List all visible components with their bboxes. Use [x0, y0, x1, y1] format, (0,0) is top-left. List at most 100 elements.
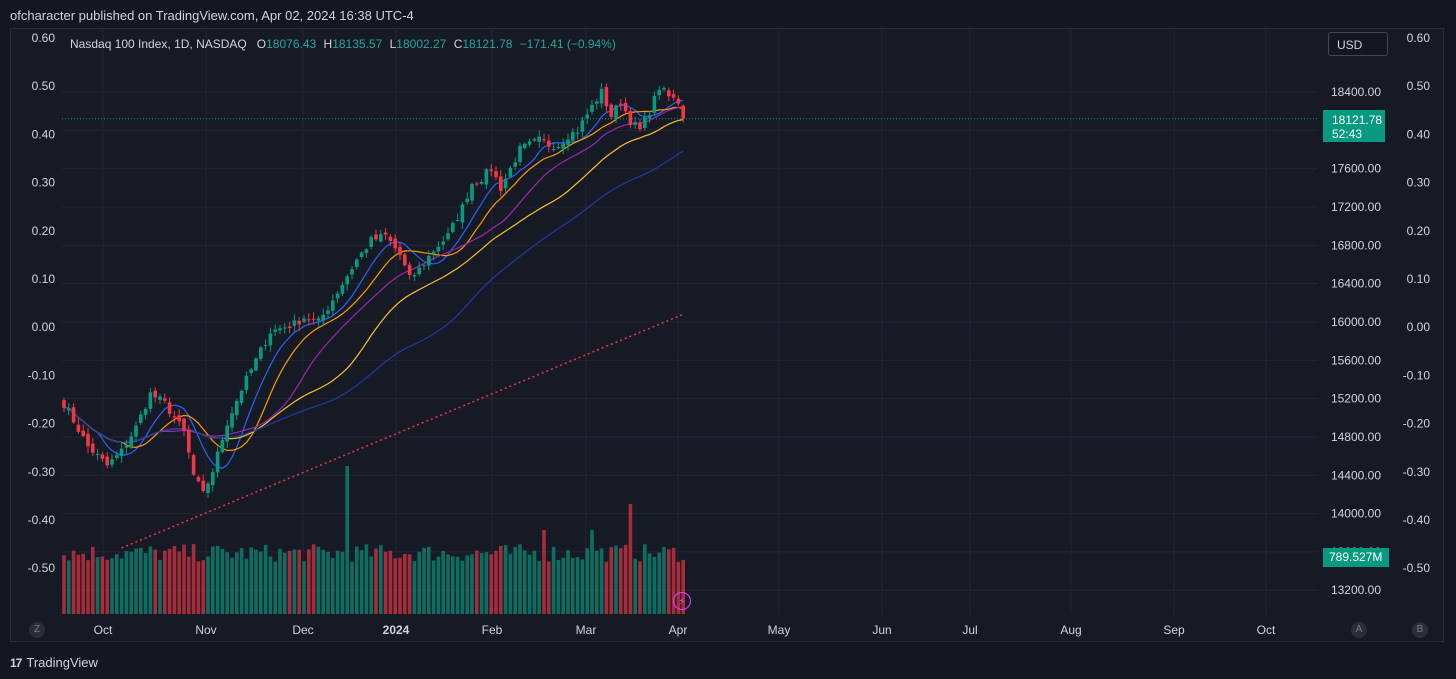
osc-tick-right: 0.60: [1407, 31, 1431, 45]
candle-body: [638, 122, 642, 130]
volume-bar: [211, 546, 215, 614]
volume-bar: [532, 550, 537, 614]
candle-body: [422, 265, 426, 267]
candle-body: [115, 454, 119, 459]
volume-bar: [191, 544, 196, 614]
osc-tick-left: 0.10: [32, 272, 56, 286]
legend-close-label: C: [453, 37, 463, 51]
price-tick: 17200.00: [1331, 200, 1381, 214]
price-tick: 15600.00: [1331, 353, 1381, 367]
volume-bar: [302, 561, 306, 614]
volume-bar: [417, 551, 421, 614]
last-price-tag: 18121.78 52:43: [1323, 110, 1385, 142]
volume-bar: [436, 556, 441, 614]
volume-bar: [422, 547, 426, 614]
legend-low: 18002.27: [396, 37, 447, 51]
volume-bar: [239, 548, 244, 614]
legend-close: 18121.78: [462, 37, 513, 51]
volume-bar: [91, 546, 95, 614]
candle-body: [441, 241, 445, 245]
volume-bar: [537, 561, 541, 614]
currency-button[interactable]: USD: [1328, 32, 1388, 56]
price-tick: 16000.00: [1331, 315, 1381, 329]
volume-bar: [403, 553, 407, 614]
candle-body: [350, 269, 354, 275]
zoom-reset-button[interactable]: Z: [29, 622, 45, 638]
volume-bar: [412, 561, 417, 614]
volume-bar: [359, 550, 364, 614]
volume-bar: [139, 547, 143, 614]
log-scale-button[interactable]: B: [1412, 622, 1428, 638]
candle-body: [331, 300, 335, 311]
osc-tick-left: 0.50: [32, 79, 56, 93]
price-tick: 16800.00: [1331, 238, 1381, 252]
volume-bar: [340, 551, 345, 614]
volume-bar: [235, 552, 239, 614]
volume-bar: [331, 558, 335, 614]
volume-bar: [585, 548, 589, 614]
candle-body: [297, 320, 301, 325]
candle-body: [451, 222, 455, 232]
volume-bar: [153, 549, 157, 614]
candle-body: [283, 327, 287, 329]
candle-body: [551, 148, 556, 150]
osc-tick-right: 0.00: [1407, 320, 1431, 334]
candle-body: [542, 139, 546, 141]
publish-info: ofcharacter published on TradingView.com…: [10, 8, 414, 23]
tradingview-logo[interactable]: 17 TradingView: [10, 655, 98, 670]
volume-bar: [484, 552, 489, 614]
volume-bar: [350, 561, 354, 614]
volume-bar: [369, 556, 373, 614]
candle-body: [556, 146, 561, 149]
time-tick: Sep: [1163, 623, 1185, 637]
osc-tick-right: -0.10: [1403, 368, 1431, 382]
legend-open-label: O: [256, 37, 267, 51]
candle-body: [460, 204, 465, 223]
osc-tick-right: 0.10: [1407, 272, 1431, 286]
osc-tick-right: 0.50: [1407, 79, 1431, 93]
candle-body: [307, 319, 311, 321]
volume-bar: [431, 560, 436, 614]
lightning-icon[interactable]: ⚡: [673, 592, 691, 610]
volume-bar: [76, 554, 81, 614]
volume-bar: [547, 561, 551, 614]
candle-body: [201, 480, 205, 491]
volume-bar: [383, 551, 388, 614]
volume-bar: [379, 545, 383, 614]
auto-scale-button[interactable]: A: [1351, 622, 1367, 638]
volume-bar: [67, 560, 71, 614]
volume-bar: [129, 551, 133, 614]
candle-body: [119, 448, 124, 457]
volume-bar: [105, 559, 109, 614]
volume-bar: [316, 546, 321, 614]
candle-body: [527, 141, 532, 145]
volume-bar: [575, 557, 580, 614]
candle-body: [470, 183, 474, 201]
candle-body: [95, 453, 100, 455]
osc-tick-left: -0.10: [28, 368, 56, 382]
candle-body: [379, 234, 383, 242]
candle-body: [239, 390, 244, 403]
candle-body: [143, 408, 148, 415]
candle-body: [148, 392, 153, 409]
candle-body: [105, 456, 109, 466]
time-tick: Jul: [962, 623, 977, 637]
volume-bar: [398, 557, 402, 614]
candle-body: [86, 433, 90, 447]
candle-body: [345, 276, 349, 285]
osc-tick-right: 0.20: [1407, 224, 1431, 238]
candle-body: [455, 219, 460, 221]
volume-tag: 789.527M: [1323, 548, 1389, 567]
price-tick: 15200.00: [1331, 392, 1381, 406]
candle-body: [100, 454, 105, 459]
candle-body: [374, 234, 378, 240]
candle-body: [388, 236, 393, 242]
volume-bar: [556, 559, 561, 614]
candle-body: [230, 413, 234, 428]
candle-body: [398, 246, 402, 255]
moving-averages: [63, 99, 684, 469]
volume-bar: [268, 556, 273, 614]
volume-bar: [499, 545, 503, 614]
candle-body: [393, 238, 397, 249]
